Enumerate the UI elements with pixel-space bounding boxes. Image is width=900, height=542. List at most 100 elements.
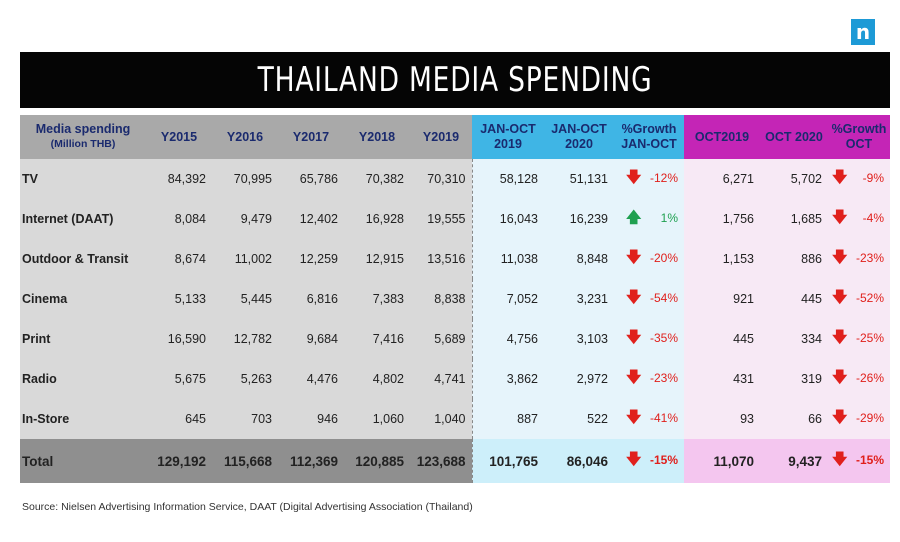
arrow-down-icon: 🡇 xyxy=(832,450,848,468)
cell-janoct-2019: 101,765 xyxy=(472,439,544,483)
growth-value: -4% xyxy=(862,210,884,225)
growth-value: -52% xyxy=(855,290,884,305)
arrow-down-icon: 🡇 xyxy=(626,450,642,468)
cell-y2015: 5,133 xyxy=(146,279,212,319)
cell-growth-oct: 🡇 -15% xyxy=(828,439,890,483)
nielsen-logo: n xyxy=(851,19,875,45)
cell-y2015: 8,084 xyxy=(146,199,212,239)
cell-janoct-2020: 16,239 xyxy=(544,199,614,239)
table-row: TV 84,392 70,995 65,786 70,382 70,310 58,128 51… xyxy=(20,159,890,199)
cell-growth-janoct: 🡇 -23% xyxy=(614,359,684,399)
source-note: Source: Nielsen Advertising Information … xyxy=(22,501,473,513)
row-label: Print xyxy=(20,319,146,359)
cell-growth-oct: 🡇 -26% xyxy=(828,359,890,399)
header-y2017: Y2017 xyxy=(278,115,344,159)
growth-value: -25% xyxy=(855,330,884,345)
growth-value: -41% xyxy=(649,410,678,425)
cell-y2015: 16,590 xyxy=(146,319,212,359)
cell-oct-2019: 445 xyxy=(684,319,760,359)
cell-oct-2019: 1,153 xyxy=(684,239,760,279)
cell-y2019: 70,310 xyxy=(410,159,473,199)
header-growth-oct-l2: OCT xyxy=(845,137,873,151)
header-oct-2019: OCT2019 xyxy=(684,115,760,159)
header-y2016: Y2016 xyxy=(212,115,278,159)
row-label: In-Store xyxy=(20,399,146,439)
arrow-down-icon: 🡇 xyxy=(832,168,848,186)
cell-growth-janoct: 🡇 -54% xyxy=(614,279,684,319)
cell-growth-oct: 🡇 -4% xyxy=(828,199,890,239)
table-row: Internet (DAAT) 8,084 9,479 12,402 16,928 19,… xyxy=(20,199,890,239)
header-growth-oct: %Growth OCT xyxy=(828,115,890,159)
total-row: Total 129,192 115,668 112,369 120,885 123,688… xyxy=(20,439,890,483)
table-row: Print 16,590 12,782 9,684 7,416 5,689 4,756 3,1… xyxy=(20,319,890,359)
cell-y2015: 129,192 xyxy=(146,439,212,483)
cell-y2018: 12,915 xyxy=(344,239,410,279)
cell-oct-2020: 445 xyxy=(760,279,828,319)
cell-janoct-2019: 11,038 xyxy=(472,239,544,279)
arrow-down-icon: 🡇 xyxy=(626,248,642,266)
arrow-down-icon: 🡇 xyxy=(832,368,848,386)
cell-y2019: 8,838 xyxy=(410,279,473,319)
cell-y2018: 70,382 xyxy=(344,159,410,199)
cell-growth-janoct: 🡅 1% xyxy=(614,199,684,239)
growth-value: -9% xyxy=(862,170,884,185)
growth-value: -12% xyxy=(649,170,678,185)
cell-oct-2020: 5,702 xyxy=(760,159,828,199)
cell-y2015: 645 xyxy=(146,399,212,439)
cell-y2019: 4,741 xyxy=(410,359,473,399)
header-growth-oct-l1: %Growth xyxy=(831,122,887,136)
arrow-down-icon: 🡇 xyxy=(832,208,848,226)
cell-y2017: 12,402 xyxy=(278,199,344,239)
header-y2018: Y2018 xyxy=(344,115,410,159)
arrow-down-icon: 🡇 xyxy=(832,248,848,266)
cell-oct-2019: 93 xyxy=(684,399,760,439)
cell-janoct-2019: 887 xyxy=(472,399,544,439)
header-y2019: Y2019 xyxy=(410,115,472,159)
logo-letter: n xyxy=(855,20,871,44)
cell-y2018: 1,060 xyxy=(344,399,410,439)
cell-growth-oct: 🡇 -29% xyxy=(828,399,890,439)
arrow-down-icon: 🡇 xyxy=(626,168,642,186)
cell-y2016: 5,445 xyxy=(212,279,278,319)
cell-y2018: 120,885 xyxy=(344,439,410,483)
cell-y2017: 12,259 xyxy=(278,239,344,279)
cell-y2017: 65,786 xyxy=(278,159,344,199)
cell-janoct-2019: 16,043 xyxy=(472,199,544,239)
cell-janoct-2019: 7,052 xyxy=(472,279,544,319)
media-spending-table: Media spending (Million THB) Y2015 Y2016 … xyxy=(20,115,890,483)
header-janoct-2020-l1: JAN-OCT xyxy=(551,122,607,136)
cell-growth-janoct: 🡇 -41% xyxy=(614,399,684,439)
header-janoct-2020: JAN-OCT 2020 xyxy=(544,115,614,159)
cell-growth-oct: 🡇 -9% xyxy=(828,159,890,199)
cell-y2019: 13,516 xyxy=(410,239,473,279)
header-media: Media spending (Million THB) xyxy=(20,115,146,159)
cell-y2017: 112,369 xyxy=(278,439,344,483)
cell-janoct-2020: 8,848 xyxy=(544,239,614,279)
arrow-down-icon: 🡇 xyxy=(832,288,848,306)
header-janoct-2020-l2: 2020 xyxy=(565,137,593,151)
growth-value: -26% xyxy=(855,370,884,385)
growth-value: -20% xyxy=(649,250,678,265)
header-growth-janoct-l2: JAN-OCT xyxy=(621,137,677,151)
growth-value: -15% xyxy=(649,452,678,467)
table-row: Radio 5,675 5,263 4,476 4,802 4,741 3,862 2,972… xyxy=(20,359,890,399)
title-banner: THAILAND MEDIA SPENDING xyxy=(20,52,890,108)
header-janoct-2019-l2: 2019 xyxy=(494,137,522,151)
cell-y2019: 123,688 xyxy=(410,439,473,483)
cell-growth-janoct: 🡇 -35% xyxy=(614,319,684,359)
cell-growth-oct: 🡇 -23% xyxy=(828,239,890,279)
cell-janoct-2020: 51,131 xyxy=(544,159,614,199)
cell-oct-2020: 319 xyxy=(760,359,828,399)
cell-growth-janoct: 🡇 -20% xyxy=(614,239,684,279)
cell-y2019: 1,040 xyxy=(410,399,473,439)
cell-y2015: 8,674 xyxy=(146,239,212,279)
table-row: Outdoor & Transit 8,674 11,002 12,259 12,915… xyxy=(20,239,890,279)
table-row: Cinema 5,133 5,445 6,816 7,383 8,838 7,052 3,23… xyxy=(20,279,890,319)
row-label: Cinema xyxy=(20,279,146,319)
cell-y2018: 7,383 xyxy=(344,279,410,319)
cell-oct-2019: 1,756 xyxy=(684,199,760,239)
cell-y2017: 946 xyxy=(278,399,344,439)
row-label: Outdoor & Transit xyxy=(20,239,146,279)
cell-oct-2020: 334 xyxy=(760,319,828,359)
cell-janoct-2020: 3,231 xyxy=(544,279,614,319)
